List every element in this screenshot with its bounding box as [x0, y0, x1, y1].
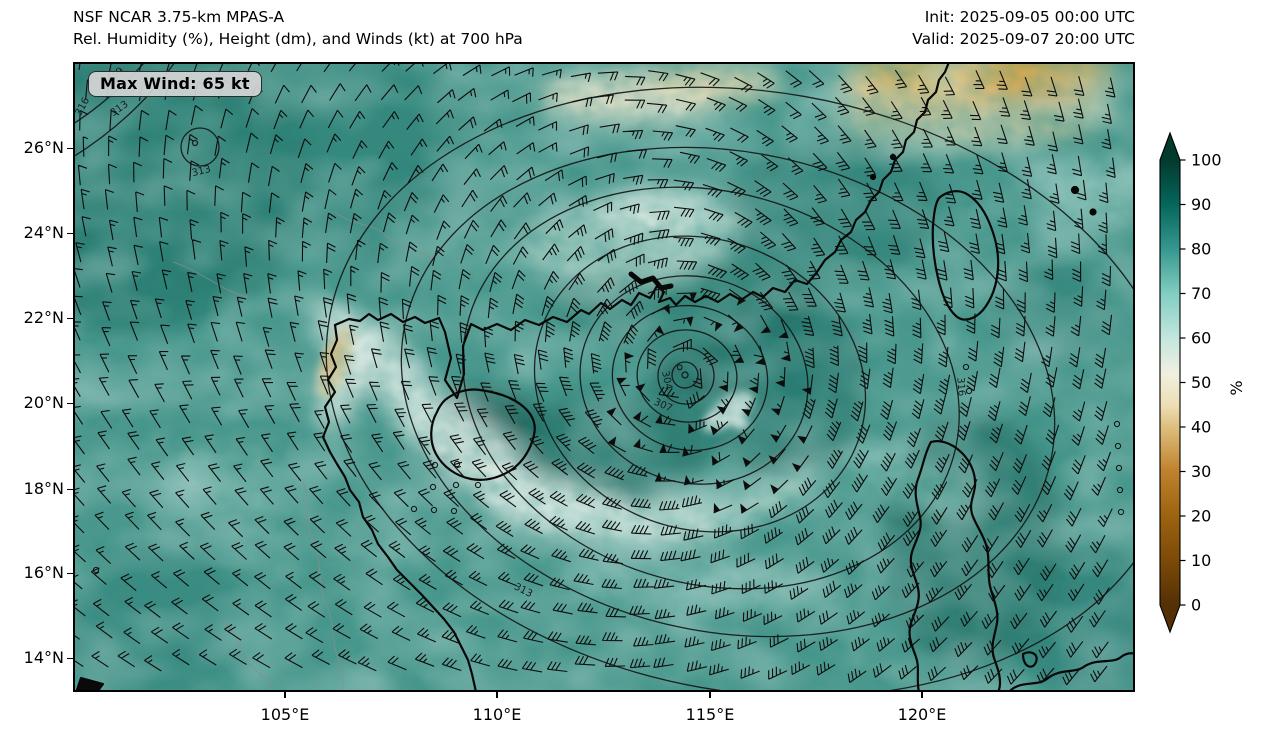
- calm-wind-circle: [474, 481, 482, 489]
- lat-tick-label: 22°N: [23, 308, 64, 327]
- lat-tick-label: 18°N: [23, 479, 64, 498]
- lat-tick-label: 20°N: [23, 393, 64, 412]
- colorbar-tick-label: 10: [1191, 551, 1211, 570]
- y-axis-tick: [67, 402, 73, 404]
- coastlines: [75, 62, 1135, 692]
- init-time-label: Init: 2025-09-05 00:00 UTC: [924, 8, 1135, 26]
- height-contours: [73, 62, 1135, 692]
- colorbar-unit-label: %: [1227, 380, 1246, 395]
- lat-tick-label: 14°N: [23, 648, 64, 667]
- colorbar-gradient: [1160, 160, 1180, 605]
- lon-tick-label: 110°E: [472, 705, 522, 724]
- calm-wind-circle: [450, 507, 458, 515]
- island-small-1: [1021, 651, 1038, 668]
- valid-time-label: Valid: 2025-09-07 20:00 UTC: [912, 30, 1135, 48]
- forecast-map: 319316313313304307313316 Max Wind: 65 kt: [73, 62, 1135, 692]
- colorbar-tick-label: 40: [1191, 418, 1211, 437]
- lon-tick-label: 105°E: [260, 705, 310, 724]
- calm-wind-circle: [429, 483, 437, 491]
- y-axis-tick: [67, 488, 73, 490]
- wind-barb-strokes: [73, 62, 1116, 686]
- island-taiwan: [931, 190, 1000, 321]
- title-line2: Rel. Humidity (%), Height (dm), and Wind…: [73, 30, 523, 48]
- y-axis-tick: [67, 572, 73, 574]
- colorbar-tick-label: 80: [1191, 240, 1211, 259]
- y-axis-tick: [67, 147, 73, 149]
- colorbar-tick-label: 60: [1191, 329, 1211, 348]
- contour-label: 304: [659, 370, 674, 391]
- x-axis-tick: [284, 692, 286, 698]
- island-luzon: [908, 440, 1002, 692]
- coast-corner-blob: [75, 676, 105, 692]
- colorbar-tick-label: 0: [1191, 596, 1201, 615]
- y-axis-tick: [67, 232, 73, 234]
- y-axis-tick: [67, 317, 73, 319]
- calm-wind-circle: [1116, 486, 1124, 494]
- lat-tick-label: 26°N: [23, 138, 64, 157]
- islet-1: [1070, 185, 1080, 195]
- contour-label: 316: [954, 377, 966, 397]
- x-axis-tick: [921, 692, 923, 698]
- colorbar-tick-label: 20: [1191, 507, 1211, 526]
- admin-borders: [172, 211, 434, 692]
- calm-wind-circle: [452, 481, 460, 489]
- title-line1: NSF NCAR 3.75-km MPAS-A: [73, 8, 285, 26]
- calm-wind-circle: [1114, 442, 1122, 450]
- max-wind-badge: Max Wind: 65 kt: [88, 71, 262, 97]
- colorbar-tick-label: 90: [1191, 195, 1211, 214]
- islet-2: [1089, 208, 1097, 216]
- y-axis-tick: [67, 657, 73, 659]
- calm-wind-circle: [1117, 508, 1125, 516]
- lat-tick-label: 24°N: [23, 223, 64, 242]
- calm-circles: [92, 363, 1125, 574]
- pearl-river-delta: [628, 271, 674, 291]
- calm-wind-circle: [1115, 464, 1123, 472]
- island-hainan: [430, 388, 536, 481]
- colorbar-tick-label: 70: [1191, 284, 1211, 303]
- calm-wind-circle: [92, 566, 100, 574]
- lat-tick-label: 16°N: [23, 563, 64, 582]
- colorbar-under-arrow: [1160, 605, 1180, 632]
- lon-tick-label: 115°E: [685, 705, 735, 724]
- calm-wind-circle: [965, 387, 973, 395]
- colorbar-tick-label: 30: [1191, 462, 1211, 481]
- calm-wind-circle: [431, 461, 439, 469]
- colorbar-tick-label: 50: [1191, 373, 1211, 392]
- islands-southeast: [1009, 652, 1135, 692]
- coast-south-china: [333, 62, 951, 400]
- lon-tick-label: 120°E: [897, 705, 947, 724]
- calm-wind-circle: [410, 505, 418, 513]
- coast-vietnam: [321, 323, 478, 692]
- x-axis-tick: [496, 692, 498, 698]
- map-canvas: 319316313313304307313316: [73, 62, 1135, 692]
- wind-barbs: [73, 62, 1116, 686]
- map-frame: [73, 62, 1135, 692]
- calm-wind-circle: [962, 363, 970, 371]
- colorbar-tick-label: 100: [1191, 151, 1222, 170]
- x-axis-tick: [709, 692, 711, 698]
- colorbar-ticks: [1180, 159, 1186, 606]
- calm-wind-circle: [1113, 420, 1121, 428]
- contour-label: 313: [191, 164, 212, 179]
- calm-wind-circle: [430, 506, 438, 514]
- calm-wind-circle: [453, 460, 461, 468]
- colorbar-over-arrow: [1160, 133, 1180, 160]
